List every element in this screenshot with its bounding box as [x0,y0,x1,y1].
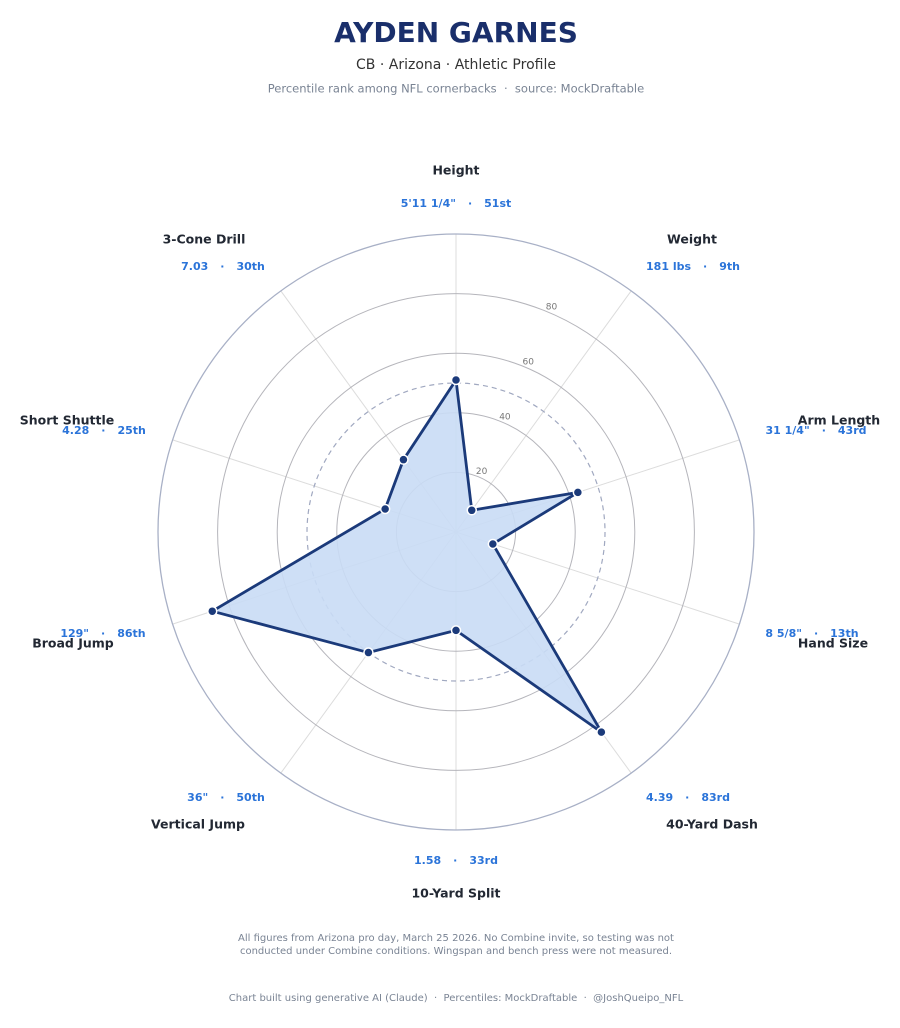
chart-note: Percentile rank among NFL cornerbacks · … [268,82,644,96]
measurement: 1.58 [414,854,441,867]
measurement: 31 1/4" [766,424,810,437]
reference-ring [306,382,606,682]
percentile-label: 83rd [701,791,730,804]
separator: · [101,424,105,437]
separator: · [814,627,818,640]
axis-label: Short Shuttle [20,413,115,428]
axis-value: 129" · 86th [60,627,145,640]
measurement: 8 5/8" [765,627,802,640]
chart-subtitle: CB · Arizona · Athletic Profile [356,57,556,73]
axis-label: 10-Yard Split [411,886,500,901]
measurement: 4.28 [62,424,89,437]
data-point [596,726,607,738]
axis-value: 1.58 · 33rd [414,854,498,867]
ring-label: 60 [522,357,534,367]
axis-label: Height [432,163,479,178]
axis-label: Broad Jump [32,636,114,651]
data-point [363,647,374,658]
percentile-label: 43rd [838,424,867,437]
data-point [466,505,478,516]
measurement: 7.03 [181,260,208,273]
axis-value: 181 lbs · 9th [646,260,740,273]
data-point [450,625,462,636]
percentile-label: 33rd [469,854,498,867]
measurement: 36" [187,791,208,804]
separator: · [220,260,224,273]
axis-label: Vertical Jump [151,817,245,832]
grid-ring [276,352,636,712]
percentile-label: 9th [719,260,740,273]
percentile-label: 51st [484,197,511,210]
axis-value: 4.28 · 25th [62,424,146,437]
measurement: 5'11 1/4" [401,197,456,210]
chart-title: AYDEN GARNES [334,16,578,49]
axis-value: 8 5/8" · 13th [765,627,858,640]
radar-area [210,378,603,734]
measurement: 4.39 [646,791,673,804]
separator: · [101,627,105,640]
separator: · [703,260,707,273]
separator: · [453,854,457,867]
axis-label: Hand Size [798,636,868,651]
axis-label: 3-Cone Drill [163,232,246,247]
measurement: 129" [60,627,89,640]
percentile-label: 86th [117,627,145,640]
separator: · [685,791,689,804]
separator: · [468,197,472,210]
data-point [487,538,499,550]
percentile-label: 30th [236,260,264,273]
percentile-label: 25th [117,424,145,437]
ring-label: 40 [499,412,511,422]
axis-label: Weight [667,232,717,247]
axis-value: 31 1/4" · 43rd [766,424,867,437]
footnote: All figures from Arizona pro day, March … [238,933,674,944]
separator: · [220,791,224,804]
outer-ring [157,233,755,831]
axis-value: 4.39 · 83rd [646,791,730,804]
axis-value: 5'11 1/4" · 51st [401,197,512,210]
axis-label: 40-Yard Dash [666,817,758,832]
data-point [398,454,409,465]
grid-ring [217,293,695,771]
percentile-label: 50th [236,791,264,804]
axis-value: 7.03 · 30th [181,260,265,273]
credit: Chart built using generative AI (Claude)… [229,993,684,1004]
data-point [572,487,584,498]
measurement: 181 lbs [646,260,691,273]
data-point [450,374,462,386]
separator: · [822,424,826,437]
footnote: conducted under Combine conditions. Wing… [240,946,672,957]
axis-label: Arm Length [798,413,880,428]
axis-value: 36" · 50th [187,791,265,804]
ring-label: 80 [546,303,558,313]
data-point [207,605,218,617]
ring-label: 20 [476,467,488,477]
percentile-label: 13th [830,627,858,640]
data-point [379,503,391,515]
